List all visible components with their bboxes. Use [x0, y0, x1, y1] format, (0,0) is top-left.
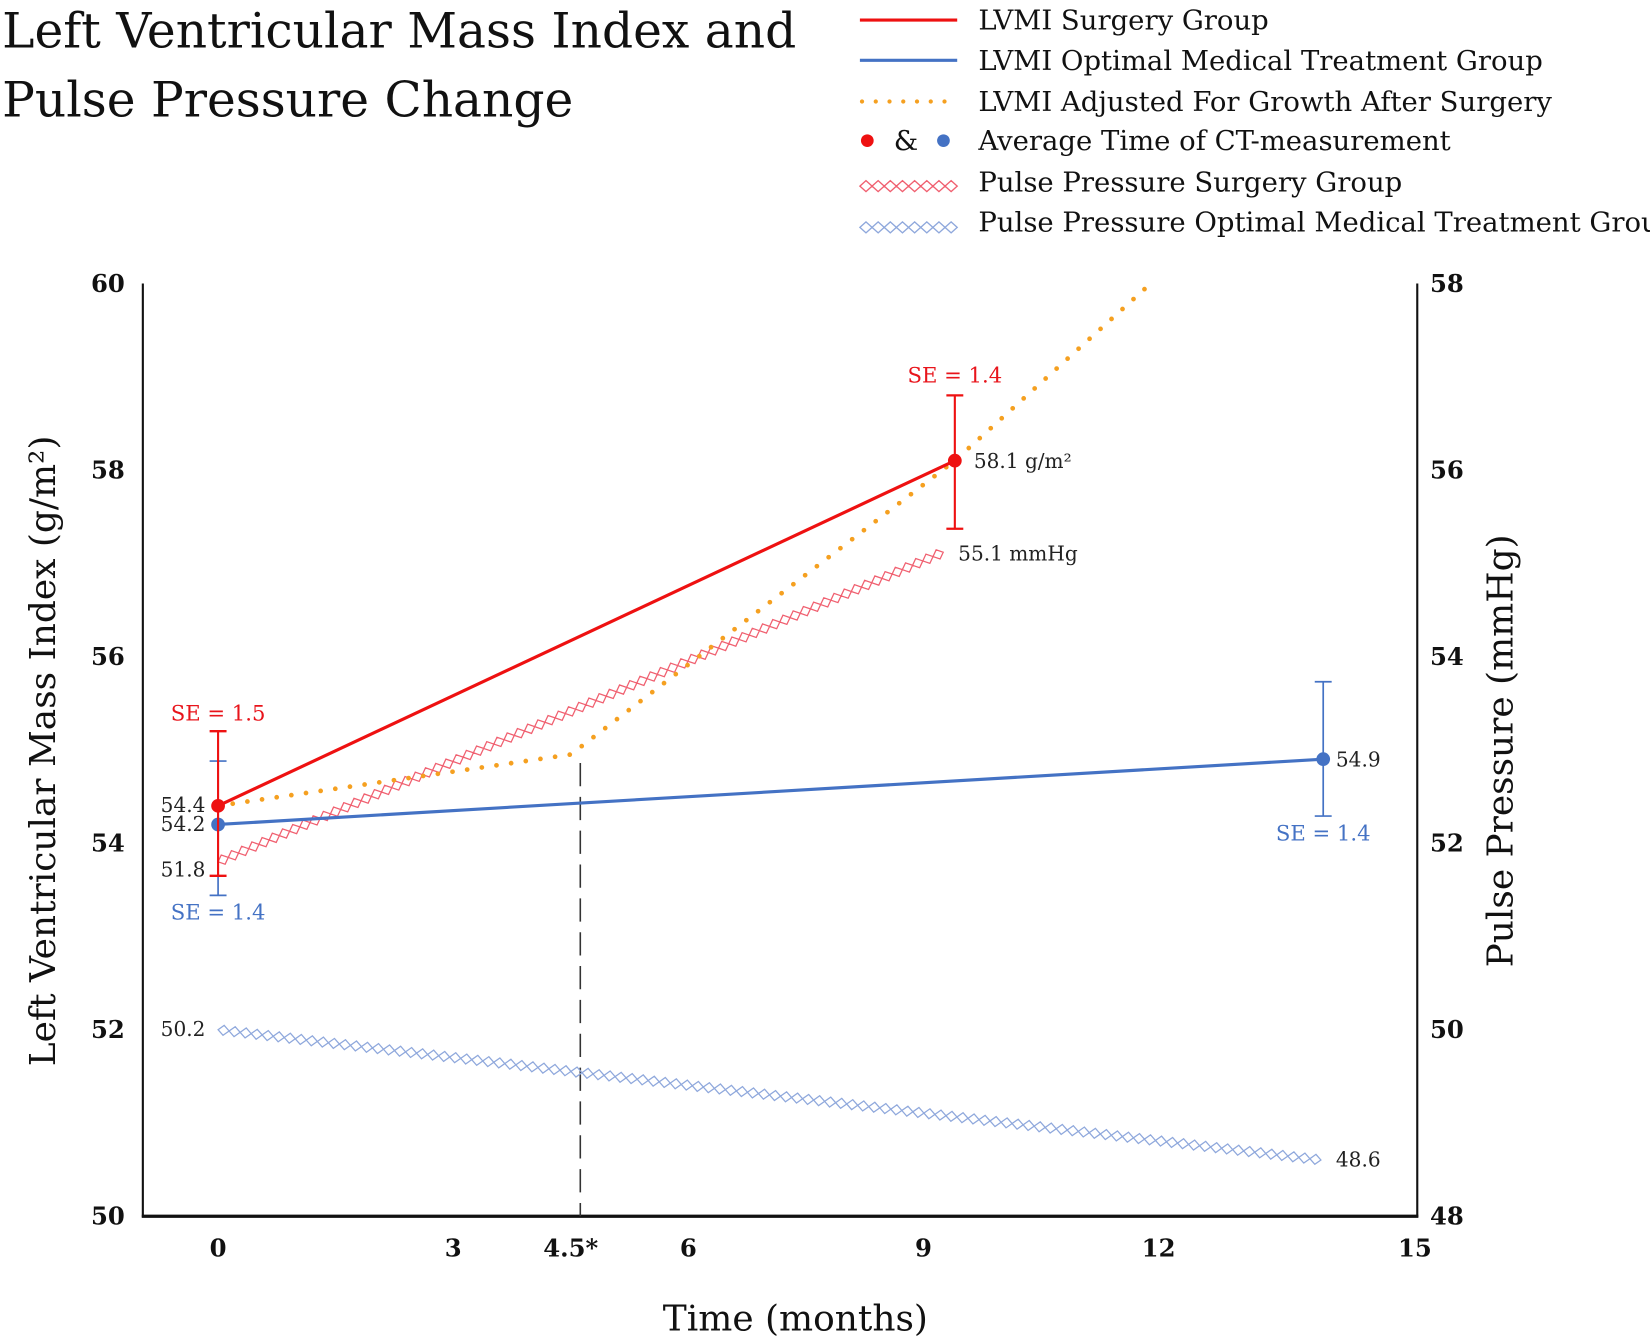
lvmi-surgery-point: [947, 453, 962, 468]
se-label: SE = 1.4: [907, 363, 1002, 388]
pp-surgery-end-label: 55.1 mmHg: [958, 541, 1078, 565]
y-tick-label: 58: [91, 455, 125, 484]
pp-omt-series: [217, 1024, 1322, 1166]
y-tick-label: 52: [91, 1015, 125, 1044]
x-tick-label: 9: [915, 1233, 932, 1262]
lvmi-omt-start-label: 54.2: [161, 812, 206, 836]
y-tick-label: 50: [91, 1202, 125, 1231]
x-tick-label: 4.5*: [543, 1233, 598, 1262]
lvmi-omt-point: [1316, 752, 1331, 767]
x-tick-label: 15: [1398, 1233, 1432, 1262]
legend-ampersand: &: [894, 125, 918, 157]
pp-surgery-start-label: 51.8: [161, 858, 206, 882]
legend-red-diamond-icon: [858, 179, 959, 193]
y-tick-label: 60: [91, 269, 125, 298]
x-tick-label: 6: [680, 1233, 697, 1262]
pp-surgery-series: [217, 549, 945, 865]
lvmi-surgery-start-label: 54.4: [161, 793, 206, 817]
lvmi-omt-end-label: 54.9: [1336, 748, 1381, 772]
legend-label: Pulse Pressure Optimal Medical Treatment…: [978, 207, 1650, 239]
chart-title-line2: Pulse Pressure Change: [2, 72, 573, 128]
y2-tick-label: 48: [1430, 1202, 1464, 1231]
y2-tick-label: 52: [1430, 829, 1464, 858]
y2-axis-label: Pulse Pressure (mmHg): [1480, 534, 1521, 967]
lvmi-surgery-series: [217, 459, 956, 808]
axes: Time (months) Left Ventricular Mass Inde…: [23, 283, 1521, 1339]
x-tick-label: 3: [445, 1233, 462, 1262]
y2-tick-label: 54: [1430, 642, 1464, 671]
y2-tick-label: 50: [1430, 1015, 1464, 1044]
x-tick-label: 12: [1142, 1233, 1176, 1262]
y2-tick-label: 58: [1430, 269, 1464, 298]
x-tick-label: 0: [210, 1233, 227, 1262]
legend-label: LVMI Surgery Group: [978, 5, 1268, 37]
y-tick-label: 54: [91, 829, 125, 858]
se-label: SE = 1.4: [1276, 820, 1371, 845]
legend-label: LVMI Optimal Medical Treatment Group: [978, 45, 1543, 77]
y2-tick-label: 56: [1430, 455, 1464, 484]
lvmi-omt-series: [217, 757, 1324, 827]
y-tick-label: 56: [91, 642, 125, 671]
pp-omt-start-label: 50.2: [161, 1017, 206, 1041]
se-label: SE = 1.4: [171, 900, 266, 925]
legend-label: Pulse Pressure Surgery Group: [978, 166, 1402, 198]
legend-label: Average Time of CT-measurement: [977, 125, 1450, 157]
legend-blue-dot-icon: [937, 134, 950, 148]
legend-red-dot-icon: [860, 134, 874, 148]
pp-omt-end-label: 48.6: [1336, 1148, 1381, 1172]
lvmi-surgery-end-label: 58.1 g/m²: [974, 449, 1072, 473]
se-label: SE = 1.5: [171, 701, 266, 726]
lvmi-adjusted-series: [215, 281, 1154, 809]
lvmi-surgery-point: [211, 798, 225, 813]
legend-blue-diamond-icon: [858, 220, 959, 234]
chart-title-line1: Left Ventricular Mass Index and: [2, 4, 796, 60]
legend-label: LVMI Adjusted For Growth After Surgery: [978, 86, 1552, 118]
y-axis-label: Left Ventricular Mass Index (g/m²): [23, 436, 64, 1067]
x-axis-label: Time (months): [663, 1298, 928, 1339]
legend: & LVMI Surgery Group LVMI Optimal Medica…: [858, 5, 1650, 239]
